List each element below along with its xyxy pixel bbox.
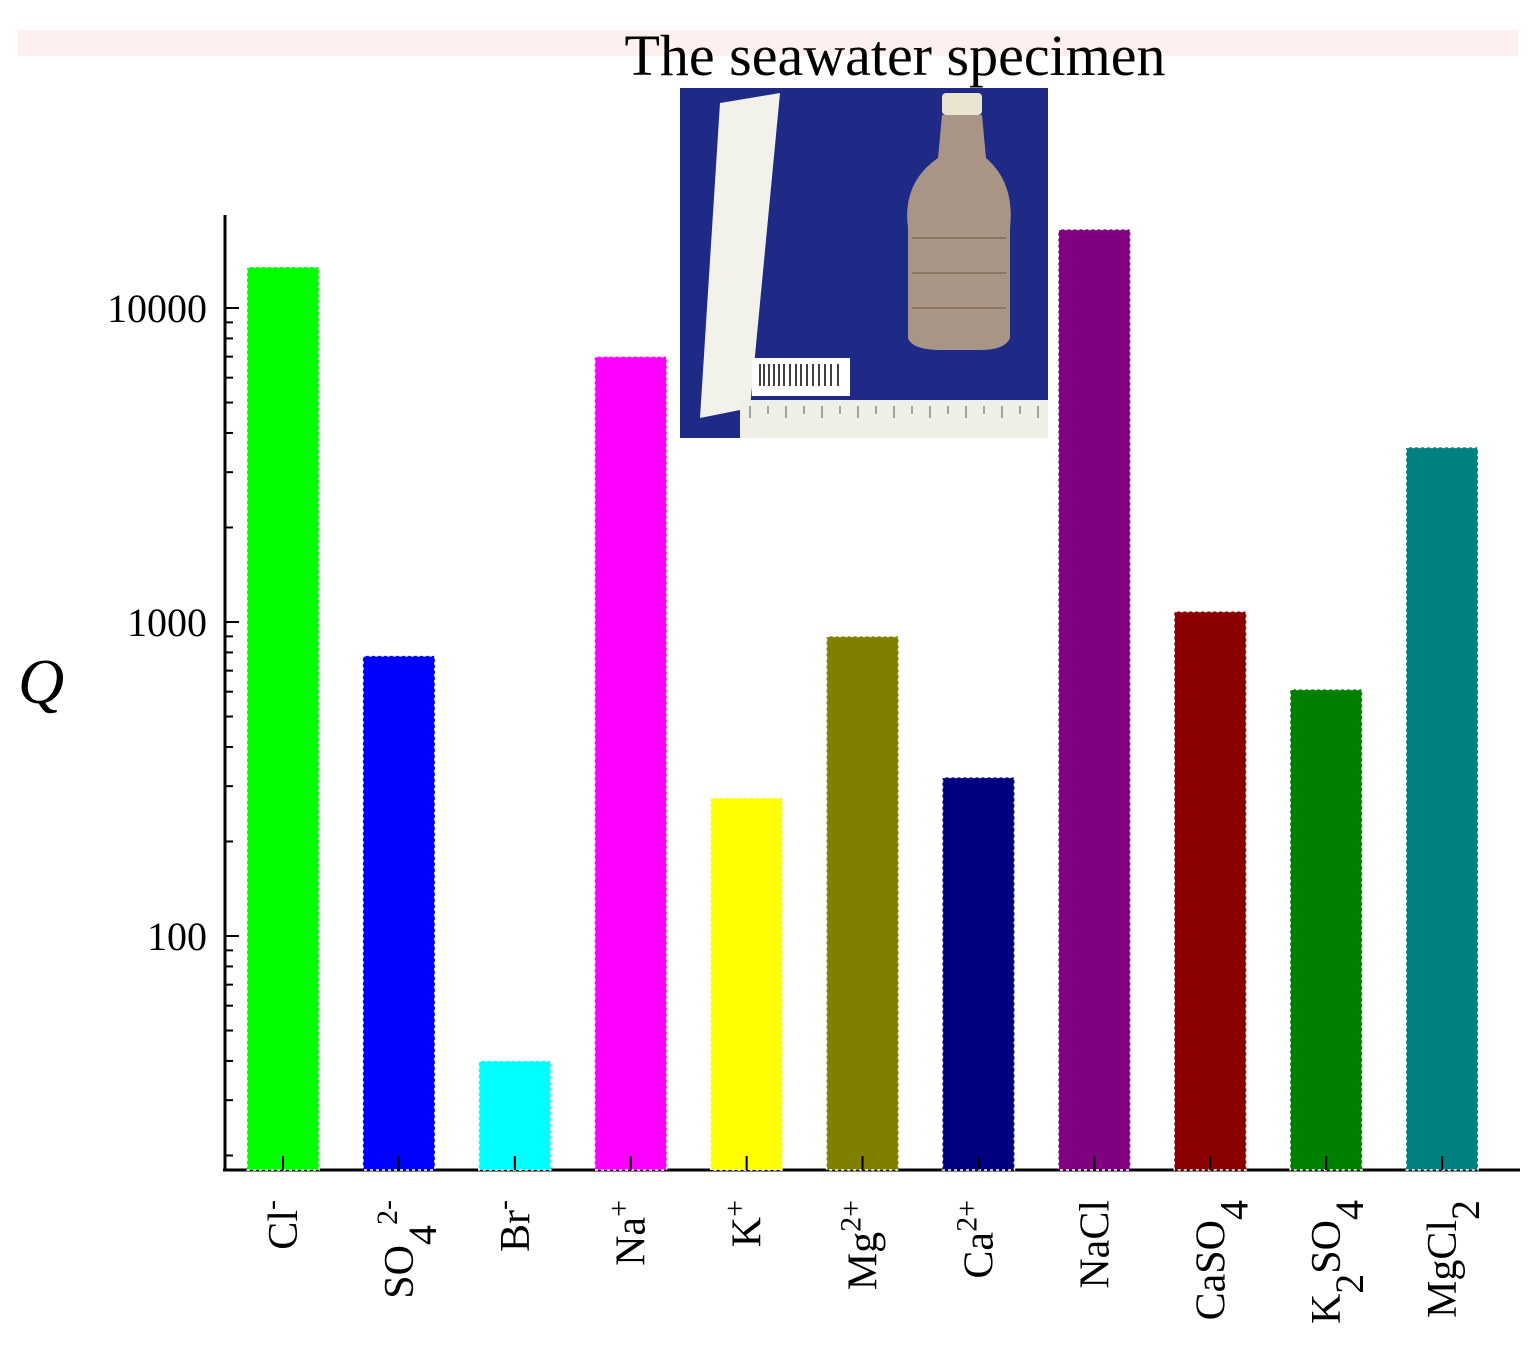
title-background-band — [18, 30, 1518, 56]
y-tick-label: 100 — [147, 914, 207, 959]
x-tick-label: Cl- — [255, 1200, 308, 1250]
bar — [941, 776, 1016, 1171]
bar — [478, 1060, 552, 1171]
bar — [709, 797, 784, 1171]
bar — [1405, 446, 1479, 1171]
x-tick-label: Na+ — [602, 1200, 655, 1266]
specimen-illustration — [680, 88, 1048, 438]
x-tick-label-text: Cl- — [255, 1200, 308, 1250]
x-tick-label: K+ — [718, 1200, 771, 1247]
x-tick-label: CaSO4 — [1188, 1200, 1256, 1320]
bar — [593, 355, 668, 1171]
x-tick-label-text: Mg2+ — [834, 1200, 887, 1290]
y-tick-label: 1000 — [127, 600, 207, 645]
x-tick-label-text: MgCl2 — [1420, 1200, 1488, 1318]
x-tick-label: SO42- — [370, 1200, 444, 1299]
x-tick-label: MgCl2 — [1420, 1200, 1488, 1318]
x-tick-label-text: SO42- — [370, 1200, 444, 1299]
x-tick-label-text: Br- — [486, 1200, 539, 1252]
y-tick-label: 10000 — [107, 286, 207, 331]
bar — [1173, 610, 1248, 1171]
x-tick-label-text: Na+ — [602, 1200, 655, 1266]
x-tick-label: Br- — [486, 1200, 539, 1252]
x-tick-label-text: Ca2+ — [950, 1200, 1003, 1279]
x-tick-label-text: K+ — [718, 1200, 771, 1247]
x-tick-label-text: CaSO4 — [1188, 1200, 1256, 1320]
x-tick-label: NaCl — [1072, 1200, 1118, 1289]
x-tick-label: Mg2+ — [834, 1200, 887, 1290]
seawater-specimen-photo — [680, 88, 1048, 438]
chart-title: The seawater specimen — [624, 23, 1166, 88]
bar — [246, 266, 320, 1171]
bar — [1289, 688, 1363, 1171]
bar — [1057, 228, 1132, 1171]
x-tick-label: K2SO4 — [1304, 1200, 1372, 1324]
y-axis-label: Q — [18, 646, 65, 717]
bar — [362, 655, 436, 1171]
x-tick-label: Ca2+ — [950, 1200, 1003, 1279]
x-tick-label-text: K2SO4 — [1304, 1200, 1372, 1324]
bar — [825, 635, 900, 1171]
x-tick-label-text: NaCl — [1072, 1200, 1118, 1289]
